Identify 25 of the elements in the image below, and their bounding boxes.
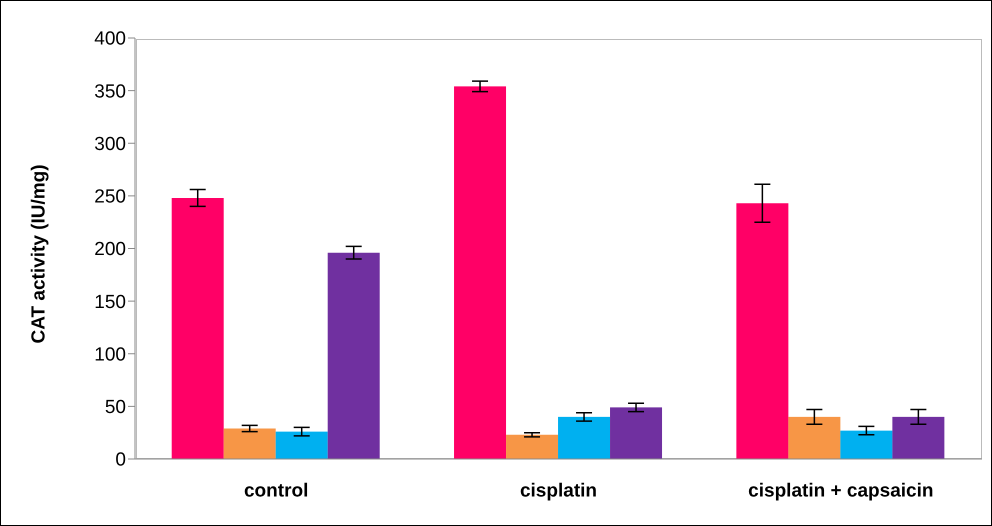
- y-tick-label: 200: [94, 239, 126, 260]
- x-tick-label: cisplatin + capsaicin: [748, 480, 934, 502]
- y-axis-title: CAT activity (IU/mg): [28, 164, 50, 344]
- bar: [788, 416, 840, 459]
- bar: [172, 198, 224, 459]
- bar: [224, 428, 276, 459]
- x-tick-label: cisplatin: [520, 480, 598, 502]
- y-tick-label: 100: [94, 344, 126, 366]
- bar: [558, 416, 610, 459]
- bar: [454, 86, 506, 459]
- bar: [506, 434, 558, 459]
- bar: [610, 407, 662, 459]
- bar: [736, 203, 788, 459]
- y-tick-label: 50: [104, 397, 126, 418]
- x-tick-label: control: [244, 480, 308, 502]
- y-tick-label: 150: [94, 292, 126, 313]
- bar: [892, 416, 944, 459]
- bar: [328, 252, 380, 459]
- y-tick-label: 0: [115, 450, 126, 471]
- bar: [840, 430, 892, 459]
- y-tick-label: 350: [94, 81, 126, 102]
- y-tick-label: 250: [94, 186, 126, 208]
- bar: [276, 432, 328, 459]
- y-tick-label: 300: [94, 134, 126, 155]
- y-tick-label: 400: [94, 28, 126, 50]
